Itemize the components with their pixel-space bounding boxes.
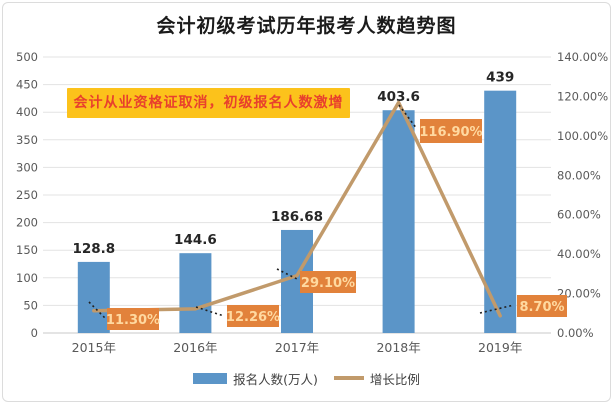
legend-bar-swatch-icon: [193, 372, 228, 384]
left-axis-tick-label: 400: [16, 105, 38, 119]
x-axis-label: 2015年: [72, 340, 116, 355]
x-axis-label: 2016年: [173, 340, 217, 355]
right-axis-tick-label: 60.00%: [557, 208, 601, 222]
bar-2019年: [484, 90, 517, 333]
bar-value-label: 439: [486, 70, 514, 86]
growth-label-text: 29.10%: [301, 276, 355, 291]
x-axis-label: 2018年: [376, 340, 420, 355]
right-axis-tick-label: 20.00%: [557, 287, 601, 301]
growth-label-box: [227, 305, 279, 327]
bar-value-label: 128.8: [72, 241, 115, 257]
bar-value-label: 186.68: [271, 209, 323, 225]
chart-title: 会计初级考试历年报考人数趋势图: [156, 15, 457, 37]
legend-bar-label: 报名人数(万人): [233, 371, 318, 387]
left-axis-tick-label: 150: [16, 243, 38, 257]
right-axis-tick-label: 140.00%: [557, 50, 608, 64]
bar-value-label: 144.6: [174, 232, 217, 248]
x-axis-label: 2019年: [478, 340, 522, 355]
growth-label-text: 11.30%: [106, 313, 160, 328]
left-axis-tick-label: 500: [16, 50, 38, 64]
chart-legend: 报名人数(万人) 增长比例: [0, 369, 613, 387]
right-axis-tick-label: 80.00%: [557, 168, 601, 182]
left-axis-tick-label: 250: [16, 188, 38, 202]
right-axis-tick-label: 40.00%: [557, 247, 601, 261]
bar-2015年: [77, 261, 110, 333]
growth-line: [92, 100, 502, 318]
right-axis-tick-label: 0.00%: [557, 326, 594, 340]
right-axis-tick-label: 120.00%: [557, 89, 608, 103]
left-axis-tick-label: 0: [31, 326, 38, 340]
leader-dots: [479, 304, 515, 314]
left-axis-tick-label: 450: [16, 78, 38, 92]
left-axis-tick-label: 100: [16, 271, 38, 285]
right-axis-tick-label: 100.00%: [557, 129, 608, 143]
annotation-callout: 会计从业资格证取消，初级报名人数激增: [67, 88, 350, 118]
legend-line-swatch-icon: [333, 376, 364, 380]
growth-label-text: 12.26%: [226, 310, 280, 325]
growth-label-text: 116.90%: [419, 125, 482, 140]
bar-2016年: [179, 253, 212, 333]
growth-label-box: [420, 119, 482, 143]
x-axis-label: 2017年: [275, 340, 319, 355]
growth-label-box: [300, 271, 356, 293]
left-axis-tick-label: 350: [16, 133, 38, 147]
leader-dots: [88, 301, 106, 319]
left-axis-tick-label: 200: [16, 216, 38, 230]
legend-line-label: 增长比例: [369, 371, 420, 387]
leader-dots: [276, 268, 298, 280]
growth-label-box: [517, 295, 567, 317]
bar-value-label: 403.6: [377, 89, 420, 105]
bar-2018年: [382, 110, 415, 333]
growth-label-text: 8.70%: [519, 300, 564, 315]
growth-label-box: [107, 308, 159, 330]
left-axis-tick-label: 300: [16, 160, 38, 174]
leader-dots: [398, 104, 418, 130]
left-axis-tick-label: 50: [23, 298, 38, 312]
